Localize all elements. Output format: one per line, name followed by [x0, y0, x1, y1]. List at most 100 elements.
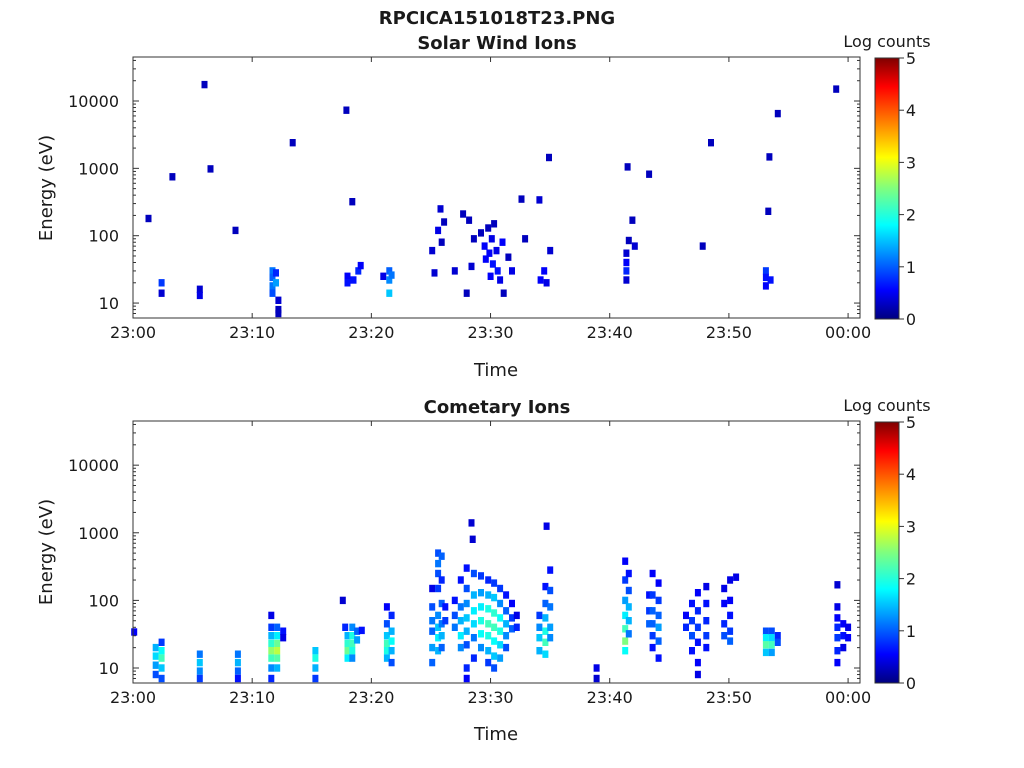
spectrogram-cell [354, 627, 361, 635]
spectrogram-cell [463, 584, 470, 593]
spectrogram-cell [625, 586, 632, 595]
spectrogram-cell [438, 552, 445, 560]
spectrogram-cell [762, 267, 769, 275]
y-tick-label: 10 [99, 294, 119, 313]
spectrogram-cell [470, 607, 477, 615]
x-tick-label: 23:20 [348, 323, 394, 342]
y-tick-label: 10000 [68, 92, 119, 111]
spectrogram-cell [429, 643, 436, 652]
spectrogram-cell [623, 267, 630, 275]
spectrogram-cell [358, 626, 365, 635]
spectrogram-cell [196, 650, 203, 658]
spectrogram-cell [646, 591, 653, 599]
x-tick-label: 23:00 [110, 323, 156, 342]
spectrogram-cell [451, 596, 458, 605]
x-tick-label: 23:50 [706, 688, 752, 707]
spectrogram-cell [485, 647, 492, 655]
spectrogram-cell [547, 603, 554, 611]
y-axis-label-solar-wind: Energy (eV) [36, 135, 57, 241]
spectrogram-cell [683, 623, 689, 631]
x-tick-label: 23:10 [229, 688, 275, 707]
spectrogram-cell [762, 273, 769, 282]
colorbar-tick-label: 2 [906, 570, 916, 589]
spectrogram-cell [694, 670, 701, 679]
spectrogram-cell [485, 620, 492, 628]
x-tick-label: 23:00 [110, 688, 156, 707]
spectrogram-cell [625, 603, 632, 611]
x-tick-label: 23:40 [587, 323, 633, 342]
spectrogram-cell [435, 559, 442, 568]
spectrogram-cell [468, 262, 475, 271]
spectrogram-cell [699, 242, 706, 250]
y-axis-label-cometary: Energy (eV) [36, 499, 57, 605]
spectrogram-cell [503, 591, 510, 599]
spectrogram-cell [536, 634, 543, 642]
colorbar-tick-label: 0 [906, 674, 916, 693]
spectrogram-cell [158, 674, 165, 683]
spectrogram-cell [431, 269, 438, 277]
spectrogram-cell [542, 614, 549, 622]
spectrogram-cell [537, 276, 544, 284]
y-tick-label: 1000 [78, 524, 119, 543]
spectrogram-cell [349, 632, 356, 640]
spectrogram-cell [486, 249, 493, 257]
spectrogram-cell [768, 648, 775, 657]
spectrogram-cell [463, 641, 470, 649]
spectrogram-cell [383, 603, 390, 611]
spectrogram-cell [646, 620, 653, 628]
spectrogram-cell [383, 620, 390, 628]
spectrogram-cell [470, 620, 477, 628]
spectrogram-cell [497, 614, 504, 622]
spectrogram-cell [509, 625, 515, 633]
spectrogram-cell [513, 611, 520, 620]
spectrogram-cell [622, 576, 629, 584]
spectrogram-cell [655, 623, 662, 631]
spectrogram-cell [547, 586, 554, 595]
spectrogram-cell [478, 617, 484, 625]
spectrogram-cell [478, 229, 484, 237]
x-tick-label: 23:40 [587, 688, 633, 707]
spectrogram-cell [762, 648, 769, 657]
colorbar-solar-wind [874, 57, 900, 320]
colorbar-tick-label: 4 [906, 101, 916, 120]
spectrogram-cell [442, 603, 449, 611]
spectrogram-cell [457, 643, 464, 652]
spectrogram-cell [312, 647, 319, 655]
spectrogram-cell [625, 617, 632, 625]
spectrogram-cell [649, 620, 656, 628]
spectrogram-cell [509, 599, 515, 608]
spectrogram-cell [435, 623, 442, 631]
spectrogram-cell [386, 267, 393, 275]
spectrogram-cell [131, 628, 138, 636]
colorbar-ticks-solar-wind: 0 1 2 3 4 5 [899, 49, 916, 329]
spectrogram-cell [196, 674, 203, 683]
spectrogram-cell [649, 643, 656, 652]
x-tick-label: 23:10 [229, 323, 275, 342]
spectrogram-cell [542, 599, 549, 608]
spectrogram-cell [625, 569, 632, 578]
spectrogram-cell [234, 667, 241, 675]
spectrogram-cells-solar-wind [145, 80, 840, 318]
spectrogram-cell [152, 643, 159, 652]
spectrogram-cell [689, 647, 695, 655]
spectrogram-cell [470, 569, 477, 578]
spectrogram-cell [268, 639, 275, 648]
spectrogram-cell [196, 291, 203, 300]
spectrogram-cell [429, 617, 436, 625]
spectrogram-cell [694, 658, 701, 667]
spectrogram-cell [441, 218, 448, 226]
spectrogram-cell [655, 637, 662, 645]
spectrogram-cell [435, 549, 442, 557]
colorbar-label-cometary: Log counts [843, 396, 930, 415]
spectrogram-cell [727, 576, 734, 584]
spectrogram-cell [388, 271, 395, 279]
spectrogram-cell [840, 620, 847, 628]
spectrogram-cell [774, 632, 781, 640]
spectrogram-cell [765, 207, 772, 215]
spectrogram-cell [342, 623, 349, 631]
spectrogram-cell [762, 627, 769, 635]
spectrogram-cell [268, 623, 275, 631]
x-tick-label: 00:00 [825, 323, 871, 342]
spectrogram-cell [840, 632, 847, 640]
spectrogram-cell [522, 235, 529, 243]
